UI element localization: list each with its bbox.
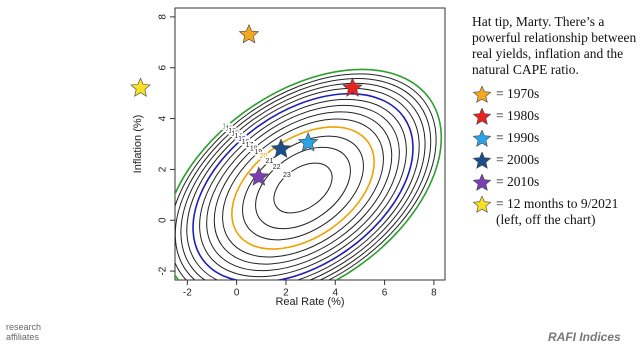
star-marker <box>238 23 260 44</box>
y-tick-label: 4 <box>158 115 169 121</box>
contour-line <box>180 82 426 280</box>
contour-label: 23 <box>283 172 291 179</box>
contour-label: 14 <box>235 133 243 140</box>
legend-label: = 12 months to 9/2021 (left, off the cha… <box>496 196 619 227</box>
legend-star <box>472 86 492 103</box>
contour-line <box>255 146 351 230</box>
legend: = 1970s = 1980s = 1990s = 2000s = 2010s = 12 … <box>472 86 638 228</box>
legend-star <box>472 130 492 147</box>
legend-star <box>472 196 492 213</box>
legend-icon <box>472 130 492 147</box>
contour-label: 21 <box>266 158 274 165</box>
contour-label: 15 <box>238 136 246 143</box>
star-marker <box>342 77 363 97</box>
y-tick-label: -2 <box>158 266 169 275</box>
legend-icon <box>472 174 492 191</box>
legend-star <box>472 152 492 169</box>
contour-label: 10 <box>222 123 230 130</box>
x-axis-label: Real Rate (%) <box>275 296 344 308</box>
contour-line <box>206 104 400 272</box>
legend-entry: = 1990s <box>472 130 638 148</box>
contour-label: 12 <box>228 128 236 135</box>
legend-entry: = 2010s <box>472 174 638 192</box>
legend-star <box>472 174 492 191</box>
contour-label: 17 <box>246 142 254 149</box>
contour-label: 20 <box>260 153 268 160</box>
y-axis-label: Inflation (%) <box>132 115 144 174</box>
legend-entry: = 12 months to 9/2021 (left, off the cha… <box>472 196 638 228</box>
contour-line <box>273 162 333 214</box>
legend-entry: = 1980s <box>472 108 638 126</box>
y-tick-label: 6 <box>158 65 169 71</box>
contour-label: 11 <box>226 126 233 133</box>
x-tick-label: 2 <box>283 288 289 299</box>
contour-label: 19 <box>254 149 262 156</box>
legend-label: = 1990s <box>496 130 540 145</box>
legend-entry: = 1970s <box>472 86 638 104</box>
legend-star <box>472 108 492 125</box>
side-panel: Hat tip, Marty. There’s a powerful relat… <box>472 14 638 228</box>
x-tick-label: -2 <box>183 288 192 299</box>
legend-label: = 1980s <box>496 108 540 123</box>
x-tick-label: 0 <box>234 288 240 299</box>
y-tick-label: 2 <box>158 166 169 172</box>
contour-line <box>242 135 364 241</box>
contour-line <box>175 68 443 280</box>
y-tick-label: 8 <box>158 14 169 20</box>
contour-line <box>222 118 384 258</box>
contour-label: 22 <box>273 164 281 171</box>
star-marker <box>130 77 151 97</box>
legend-icon <box>472 86 492 103</box>
note: Hat tip, Marty. There’s a powerful relat… <box>472 14 637 77</box>
legend-entry: = 2000s <box>472 152 638 170</box>
star-marker <box>248 166 270 186</box>
contour-line <box>175 77 432 280</box>
contour-label: 16 <box>242 139 250 146</box>
x-tick-label: 4 <box>332 288 338 299</box>
contour-line <box>186 87 420 280</box>
legend-icon <box>472 108 492 125</box>
legend-icon <box>472 152 492 169</box>
legend-label: = 2010s <box>496 174 540 189</box>
contour-line <box>213 111 393 265</box>
legend-label: = 2000s <box>496 152 540 167</box>
legend-icon <box>472 196 492 213</box>
logo-left: research affiliates <box>6 322 42 342</box>
star-marker <box>297 131 319 152</box>
contour-line <box>199 98 407 278</box>
x-tick-label: 6 <box>382 288 388 299</box>
logo-right: RAFI Indices <box>548 330 621 344</box>
contour-label: 13 <box>231 131 239 138</box>
legend-label: = 1970s <box>496 86 540 101</box>
x-tick-label: 8 <box>431 288 437 299</box>
contour-label: 18 <box>250 145 258 152</box>
contour-line <box>192 92 414 280</box>
star-marker <box>270 138 292 158</box>
contour-line <box>175 73 437 280</box>
y-tick-label: 0 <box>158 217 169 223</box>
